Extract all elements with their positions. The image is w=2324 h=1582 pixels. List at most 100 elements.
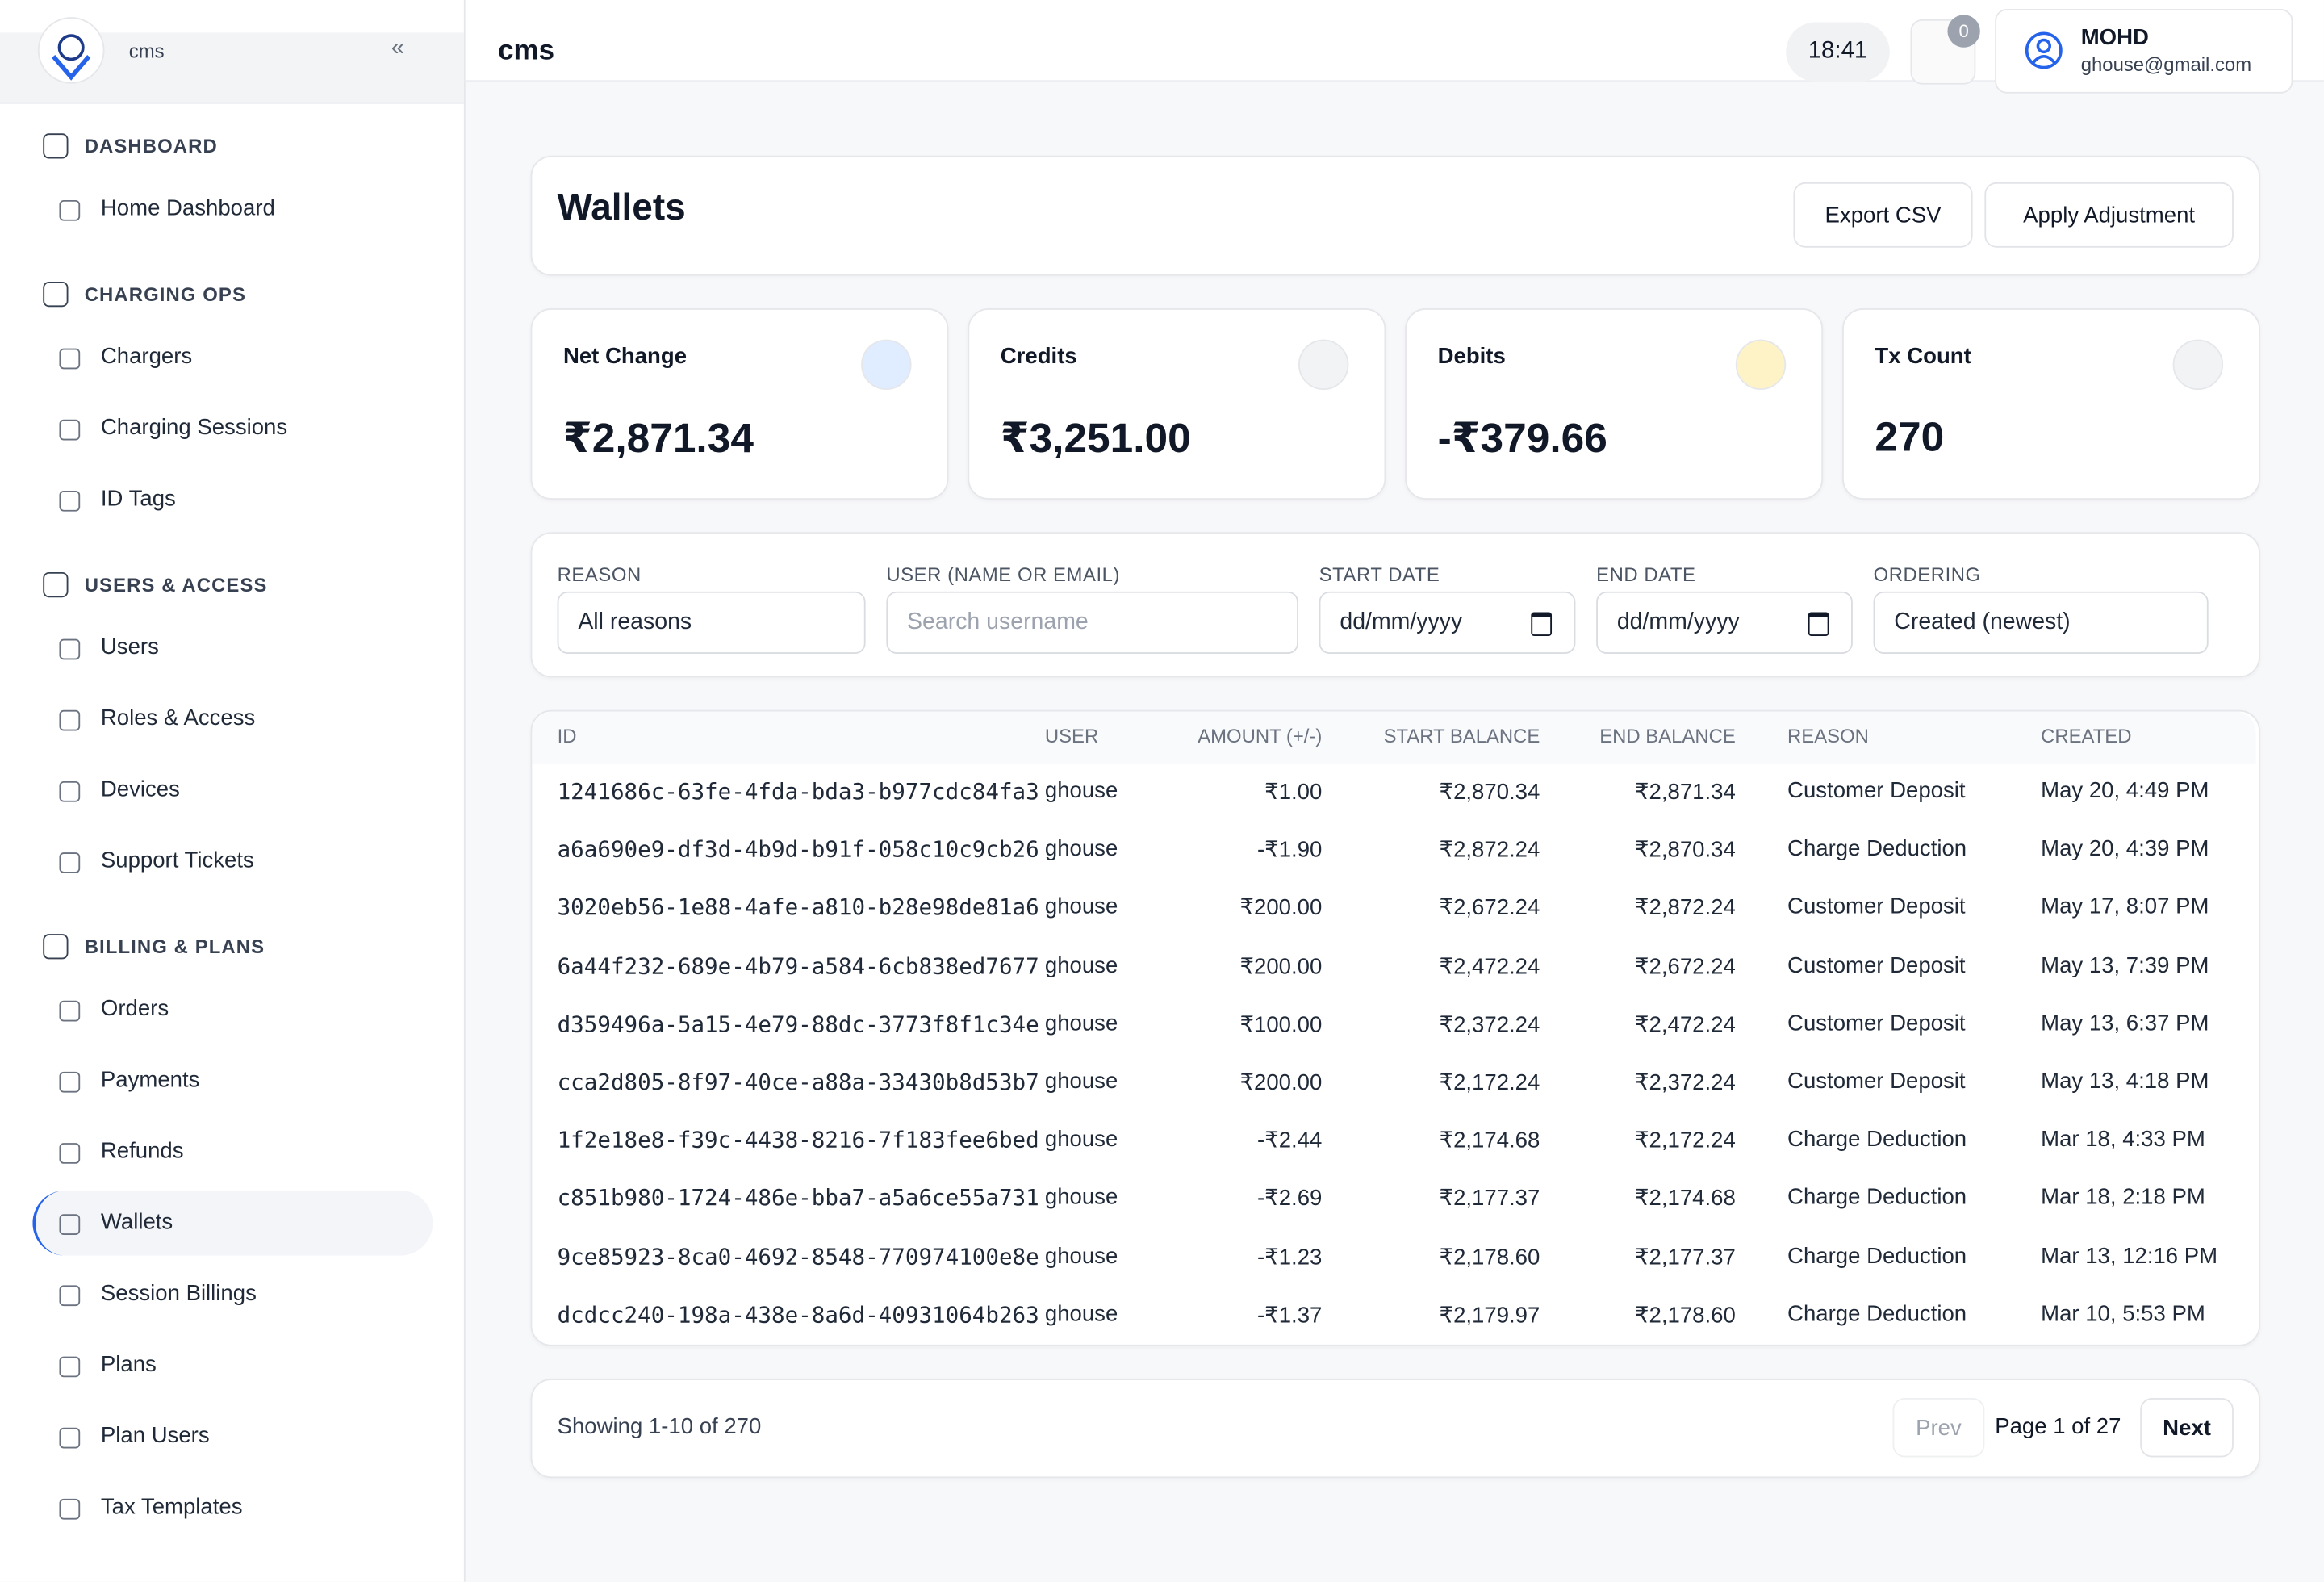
nav-icon bbox=[59, 852, 81, 873]
cell: ghouse bbox=[1044, 778, 1118, 804]
cell: ₹2,172.24 bbox=[1439, 1070, 1540, 1096]
cell: ₹2,871.34 bbox=[1634, 780, 1736, 806]
cell: ghouse bbox=[1044, 1069, 1118, 1094]
nav-item[interactable]: Users bbox=[100, 634, 159, 660]
nav-icon bbox=[59, 1143, 81, 1164]
filter-input[interactable] bbox=[1596, 591, 1853, 654]
cell: May 13, 7:39 PM bbox=[2041, 952, 2209, 978]
stat-label: Tx Count bbox=[1875, 344, 1971, 370]
nav-item[interactable]: Payments bbox=[100, 1067, 200, 1093]
filter-input[interactable] bbox=[1319, 591, 1576, 654]
row-id: 3020eb56-1e88-4afe-a810-b28e98de81a6 bbox=[557, 894, 1039, 922]
nav-item[interactable]: Wallets bbox=[100, 1209, 173, 1235]
filter-value: Search username bbox=[907, 609, 1089, 635]
next-button[interactable]: Next bbox=[2140, 1398, 2234, 1458]
prev-button[interactable]: Prev bbox=[1892, 1398, 1985, 1458]
filter-label: USER (NAME OR EMAIL) bbox=[886, 563, 1120, 586]
column-header: END BALANCE bbox=[1599, 725, 1736, 747]
nav-item[interactable]: Charging Sessions bbox=[100, 415, 288, 441]
cell: ghouse bbox=[1044, 952, 1118, 978]
nav-icon bbox=[59, 709, 81, 731]
stat-icon bbox=[2172, 339, 2224, 391]
cell: ₹2,178.60 bbox=[1634, 1303, 1736, 1329]
cell: ₹2,672.24 bbox=[1634, 954, 1736, 980]
cell: ₹2,172.24 bbox=[1634, 1128, 1736, 1154]
calendar-icon bbox=[1808, 612, 1829, 636]
collapse-button[interactable]: « bbox=[391, 36, 405, 61]
nav-icon bbox=[59, 348, 81, 370]
cell: -₹1.90 bbox=[1257, 838, 1323, 864]
nav-icon bbox=[59, 1356, 81, 1378]
filter-input[interactable] bbox=[557, 591, 866, 654]
cell: ghouse bbox=[1044, 1301, 1118, 1327]
filter-input[interactable] bbox=[886, 591, 1298, 654]
cell: ₹2,174.68 bbox=[1439, 1128, 1540, 1154]
clock: 18:41 bbox=[1786, 22, 1890, 82]
cell: ₹200.00 bbox=[1239, 896, 1323, 922]
nav-item[interactable]: Refunds bbox=[100, 1138, 184, 1164]
section-title: USERS & ACCESS bbox=[84, 573, 268, 596]
topbar-title: cms bbox=[498, 36, 554, 67]
cell: ghouse bbox=[1044, 1185, 1118, 1211]
filter-label: START DATE bbox=[1319, 563, 1440, 586]
nav-icon bbox=[59, 1498, 81, 1520]
export-csv-button[interactable]: Export CSV bbox=[1793, 182, 1973, 248]
nav-item[interactable]: Support Tickets bbox=[100, 848, 254, 873]
cell: ₹2,372.24 bbox=[1439, 1012, 1540, 1038]
cell: ₹200.00 bbox=[1239, 1070, 1323, 1096]
nav-item[interactable]: Tax Templates bbox=[100, 1494, 243, 1520]
row-id: 9ce85923-8ca0-4692-8548-770974100e8e bbox=[557, 1243, 1039, 1270]
filter-value: dd/mm/yyyy bbox=[1340, 609, 1463, 635]
nav-item[interactable]: Plans bbox=[100, 1352, 157, 1378]
cell: ₹2,870.34 bbox=[1439, 780, 1540, 806]
filter-value: Created (newest) bbox=[1894, 609, 2071, 635]
stat-value: 270 bbox=[1875, 413, 1945, 460]
pagination-summary: Showing 1-10 of 270 bbox=[557, 1414, 762, 1440]
filter-input[interactable] bbox=[1873, 591, 2209, 654]
row-id: cca2d805-8f97-40ce-a88a-33430b8d53b7 bbox=[557, 1069, 1039, 1096]
cell: Customer Deposit bbox=[1787, 894, 1966, 920]
cell: ghouse bbox=[1044, 1127, 1118, 1153]
cell: ₹2,472.24 bbox=[1439, 954, 1540, 980]
section-icon bbox=[43, 133, 69, 159]
cell: -₹1.23 bbox=[1257, 1245, 1323, 1270]
nav-item[interactable]: Orders bbox=[100, 996, 169, 1022]
cell: ₹2,177.37 bbox=[1439, 1186, 1540, 1212]
column-header: AMOUNT (+/-) bbox=[1198, 725, 1323, 747]
cell: ₹2,872.24 bbox=[1439, 838, 1540, 864]
cell: Charge Deduction bbox=[1787, 836, 1967, 862]
nav-item[interactable]: Home Dashboard bbox=[100, 195, 275, 221]
nav-icon bbox=[59, 1071, 81, 1093]
cell: ₹2,672.24 bbox=[1439, 896, 1540, 922]
filter-value: All reasons bbox=[578, 609, 692, 635]
cell: ₹2,870.34 bbox=[1634, 838, 1736, 864]
cell: May 17, 8:07 PM bbox=[2041, 894, 2209, 920]
cell: ₹2,472.24 bbox=[1634, 1012, 1736, 1038]
row-id: d359496a-5a15-4e79-88dc-3773f8f1c34e bbox=[557, 1011, 1039, 1038]
cell: May 13, 6:37 PM bbox=[2041, 1011, 2209, 1036]
apply-adjustment-button[interactable]: Apply Adjustment bbox=[1984, 182, 2234, 248]
nav-item[interactable]: Session Billings bbox=[100, 1280, 257, 1307]
cell: Customer Deposit bbox=[1787, 1069, 1966, 1094]
cell: May 20, 4:39 PM bbox=[2041, 836, 2209, 862]
row-id: c851b980-1724-486e-bba7-a5a6ce55a731 bbox=[557, 1185, 1039, 1212]
nav-icon bbox=[59, 638, 81, 660]
nav-item[interactable]: Chargers bbox=[100, 344, 193, 370]
stat-label: Credits bbox=[1000, 344, 1077, 370]
calendar-icon bbox=[1531, 612, 1553, 636]
column-header: CREATED bbox=[2041, 725, 2132, 747]
cell: Mar 18, 2:18 PM bbox=[2041, 1185, 2205, 1211]
nav-item[interactable]: Roles & Access bbox=[100, 705, 256, 731]
cell: Customer Deposit bbox=[1787, 778, 1966, 804]
cell: -₹2.69 bbox=[1257, 1186, 1323, 1212]
table-header-bg bbox=[532, 711, 2256, 764]
nav-item[interactable]: Devices bbox=[100, 776, 180, 802]
nav-item[interactable]: Plan Users bbox=[100, 1423, 210, 1449]
section-icon bbox=[43, 571, 69, 598]
page-title: Wallets bbox=[557, 186, 686, 228]
section-icon bbox=[43, 934, 69, 960]
stat-value: -₹379.66 bbox=[1437, 415, 1607, 462]
nav-item[interactable]: ID Tags bbox=[100, 486, 176, 512]
row-id: a6a690e9-df3d-4b9d-b91f-058c10c9cb26 bbox=[557, 836, 1039, 864]
